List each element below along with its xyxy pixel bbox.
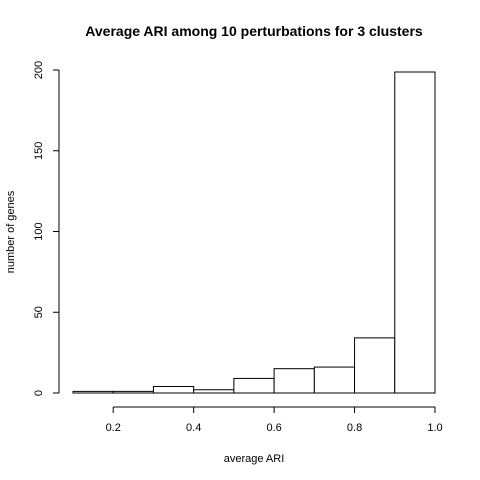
bars-group — [72, 71, 436, 394]
y-axis: 0 50 100 150 200 — [33, 61, 60, 396]
x-axis: 0.2 0.4 0.6 0.8 1.0 — [106, 406, 443, 434]
histogram-bar-1 — [72, 390, 114, 394]
y-axis-label: number of genes — [5, 190, 17, 273]
histogram-bar-4 — [193, 389, 235, 394]
y-tick-label: 100 — [33, 222, 45, 240]
histogram-bar-7 — [313, 366, 356, 394]
histogram-bar-9 — [394, 71, 436, 394]
histogram-bar-6 — [273, 368, 315, 394]
chart-title: Average ARI among 10 perturbations for 3… — [85, 23, 423, 39]
x-tick-label: 0.6 — [266, 422, 281, 434]
x-tick-label: 0.2 — [106, 422, 121, 434]
histogram-bar-5 — [233, 377, 275, 394]
y-tick-label: 0 — [33, 390, 45, 396]
histogram-bar-2 — [112, 390, 154, 394]
y-tick-label: 50 — [33, 306, 45, 318]
histogram-bar-3 — [152, 386, 195, 394]
x-axis-label: average ARI — [224, 453, 285, 465]
histogram-bar-8 — [354, 337, 396, 394]
y-tick-label: 150 — [33, 142, 45, 160]
x-tick-label: 1.0 — [427, 422, 442, 434]
x-tick-label: 0.8 — [347, 422, 362, 434]
x-tick-label: 0.4 — [186, 422, 201, 434]
y-tick-label: 200 — [33, 61, 45, 79]
